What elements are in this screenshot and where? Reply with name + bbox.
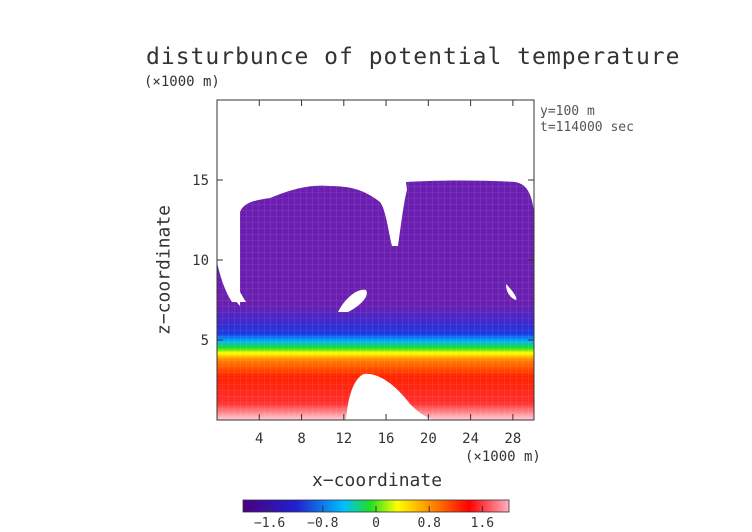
grid-overlay xyxy=(217,100,534,420)
x-ticks: 4 8 12 16 20 24 28 xyxy=(255,100,521,447)
x-tick-label: 12 xyxy=(335,431,352,447)
colorbar-tick-label: 0 xyxy=(372,516,380,531)
chart-title: disturbunce of potential temperature xyxy=(146,44,681,70)
x-tick-label: 20 xyxy=(420,431,437,447)
colorbar-tick-label: −1.6 xyxy=(254,516,285,531)
y-tick-label: 5 xyxy=(201,333,209,349)
y-ticks: 5 10 15 xyxy=(192,173,534,349)
y-tick-label: 15 xyxy=(192,173,209,189)
annotation-time: t=114000 sec xyxy=(540,120,634,135)
y-tick-label: 10 xyxy=(192,253,209,269)
colorbar-tick-label: 0.8 xyxy=(417,516,440,531)
x-tick-label: 4 xyxy=(255,431,263,447)
x-axis-unit: (×1000 m) xyxy=(465,449,541,465)
colorbar-tick-label: 1.6 xyxy=(471,516,494,531)
y-axis-unit: (×1000 m) xyxy=(144,74,220,90)
field-region xyxy=(217,100,534,420)
x-axis-label: x−coordinate xyxy=(312,470,443,491)
x-tick-label: 8 xyxy=(297,431,305,447)
colorbar-tick-label: −0.8 xyxy=(307,516,338,531)
x-tick-label: 24 xyxy=(462,431,479,447)
x-tick-label: 28 xyxy=(504,431,521,447)
colorbar-ticks: −1.6 −0.8 0 0.8 1.6 xyxy=(254,506,494,531)
annotation-y: y=100 m xyxy=(540,104,595,119)
x-tick-label: 16 xyxy=(378,431,395,447)
